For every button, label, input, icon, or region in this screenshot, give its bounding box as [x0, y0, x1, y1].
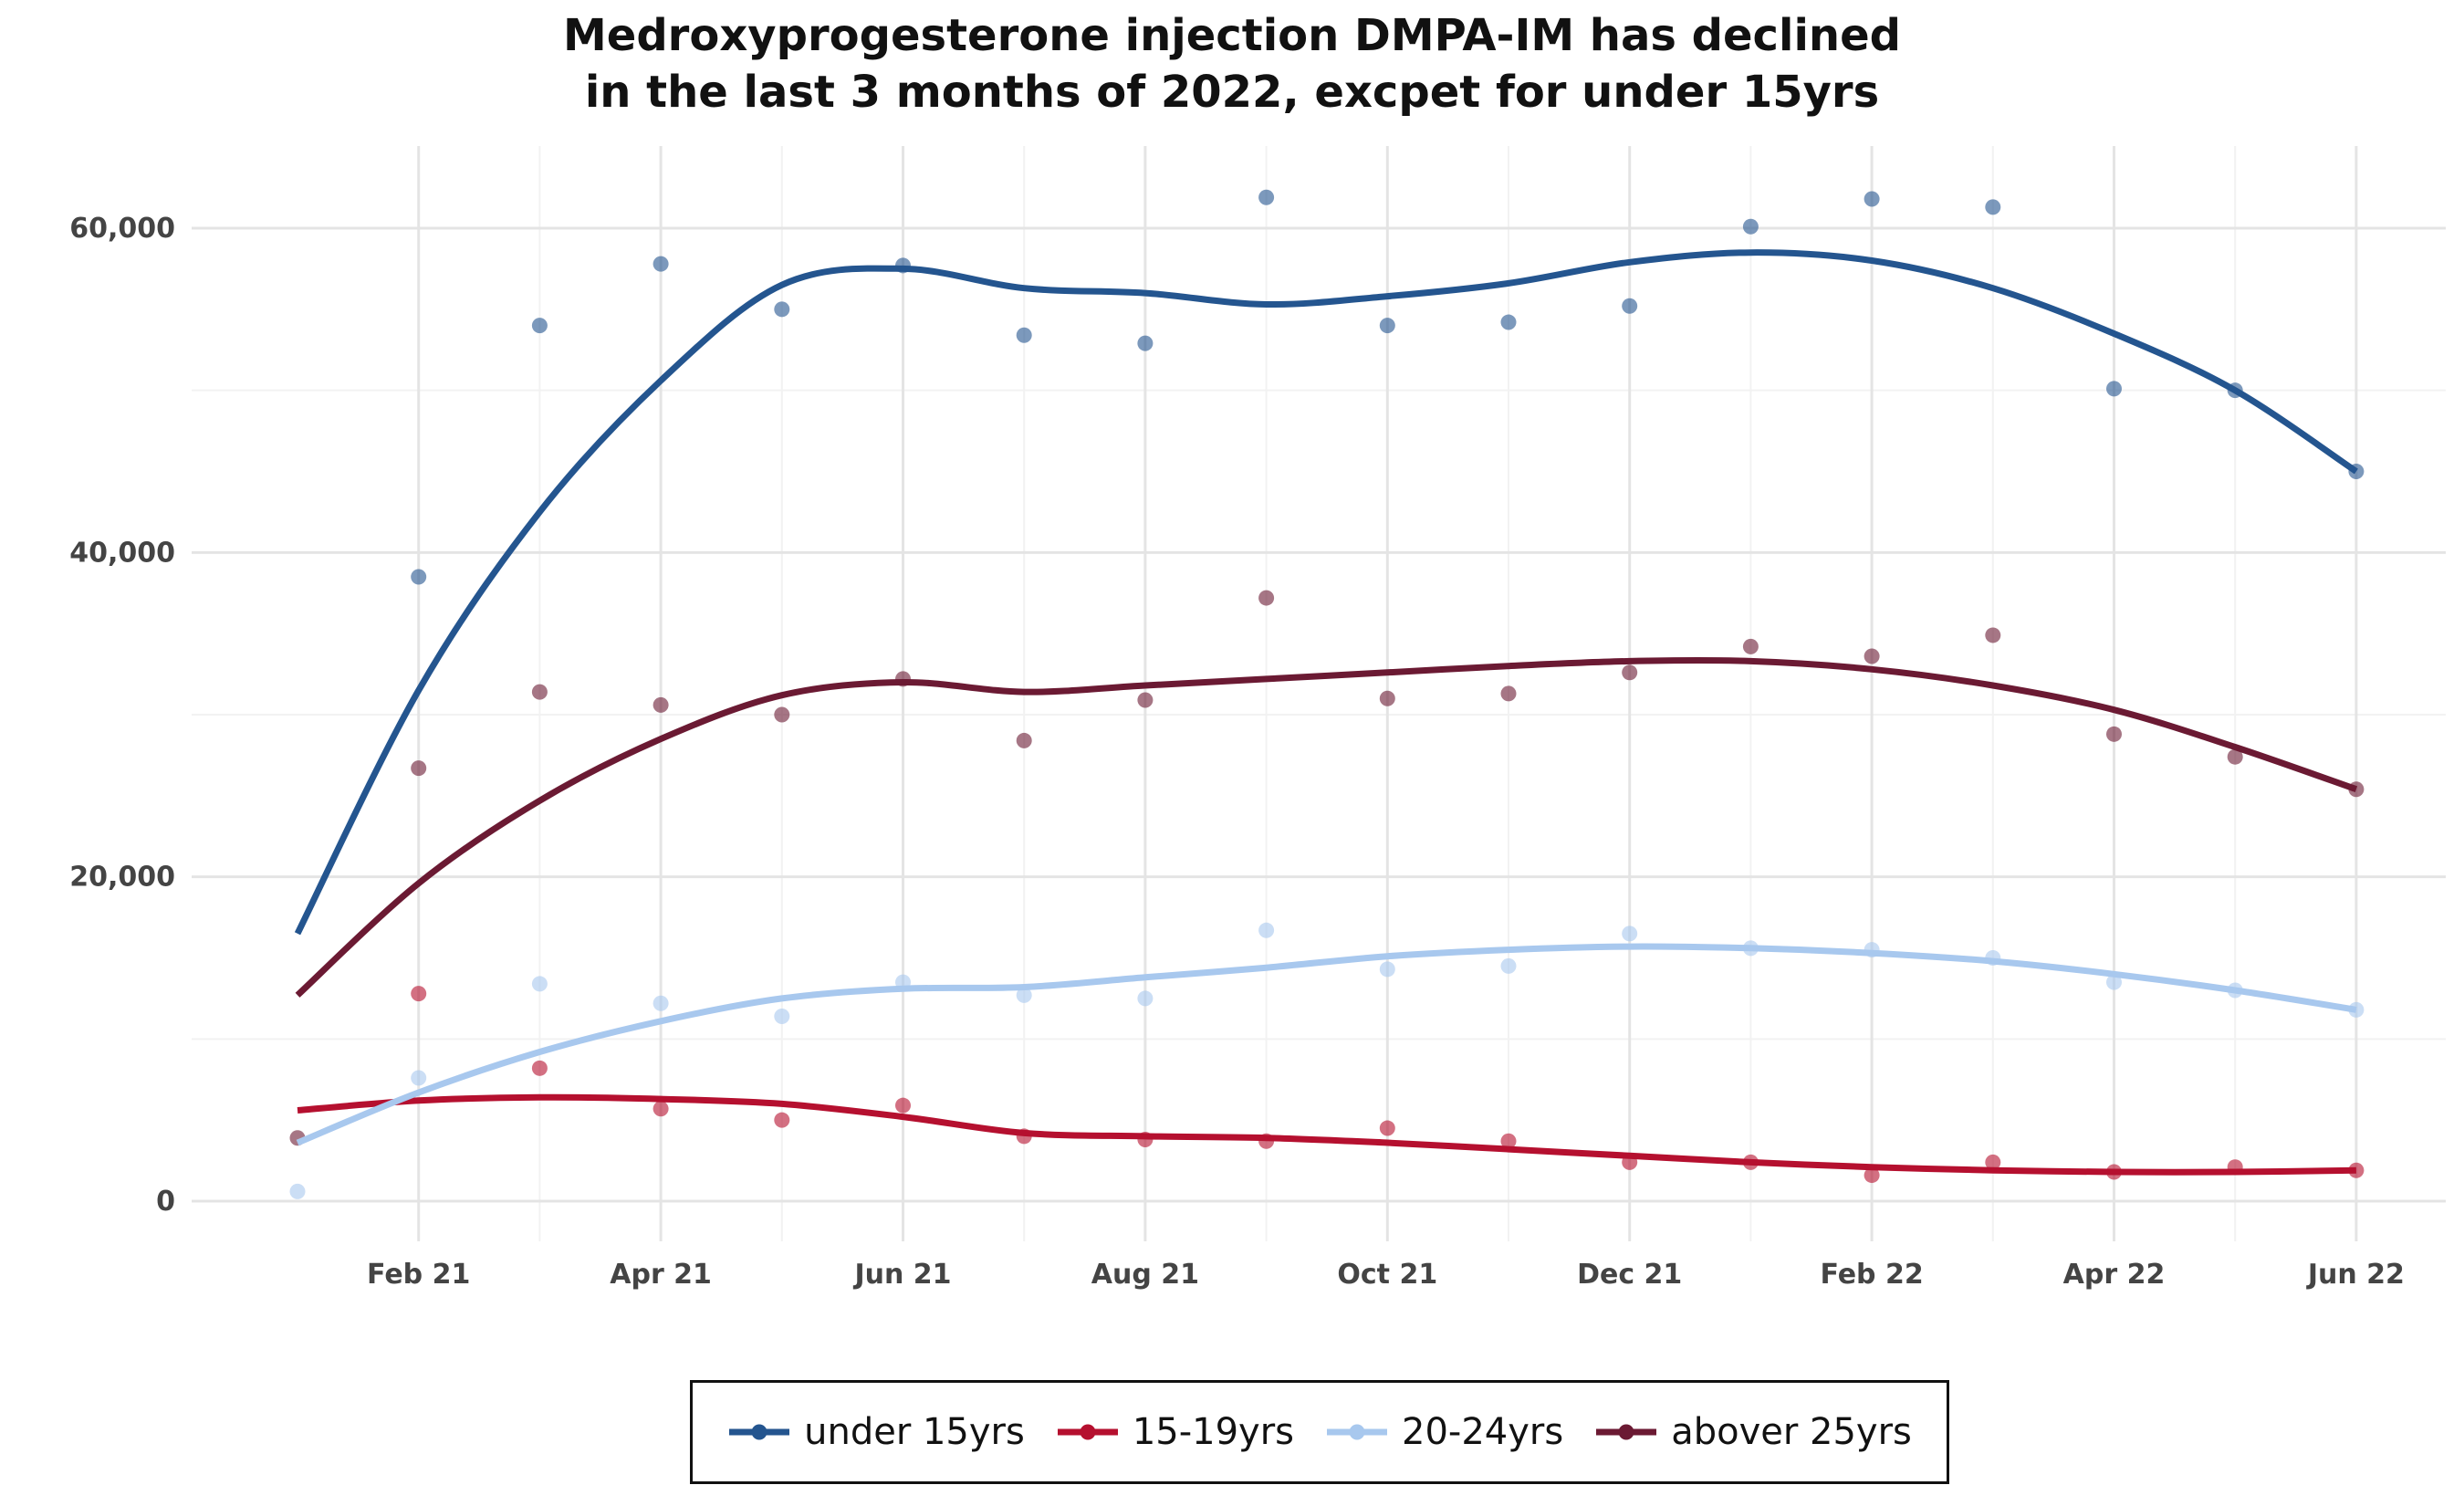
trend-lines [294, 249, 2358, 1176]
data-point-15-19yrs [531, 1060, 548, 1076]
data-point-abover-25yrs [1742, 638, 1759, 654]
x-tick-label: Apr 21 [610, 1259, 712, 1291]
data-point-under-15yrs [411, 569, 427, 585]
chart-title: Medroxyprogesterone injection DMPA-IM ha… [0, 7, 2464, 120]
data-point-20-24yrs [774, 1008, 790, 1024]
data-point-20-24yrs [1622, 926, 1638, 942]
data-point-20-24yrs [2106, 974, 2122, 990]
chart-title-line-1: Medroxyprogesterone injection DMPA-IM ha… [563, 10, 1901, 61]
grid-lines [192, 146, 2446, 1241]
data-point-under-15yrs [653, 256, 669, 272]
data-point-20-24yrs [653, 995, 669, 1011]
data-point-15-19yrs [1985, 1154, 2001, 1170]
legend-item-abover-25yrs: abover 25yrs [1594, 1411, 1912, 1453]
data-point-abover-25yrs [1864, 648, 1880, 664]
x-tick-label: Jun 21 [852, 1259, 951, 1291]
y-tick-label: 60,000 [69, 213, 175, 245]
data-point-15-19yrs [1379, 1120, 1395, 1136]
data-point-under-15yrs [774, 301, 790, 318]
data-point-under-15yrs [1137, 335, 1154, 351]
y-tick-label: 20,000 [69, 862, 175, 894]
data-point-abover-25yrs [1137, 692, 1154, 708]
data-point-under-15yrs [1016, 327, 1032, 343]
data-point-abover-25yrs [1500, 685, 1517, 702]
data-point-20-24yrs [1137, 990, 1154, 1007]
data-point-abover-25yrs [1985, 627, 2001, 643]
data-points [289, 189, 2365, 1199]
x-tick-label: Feb 21 [367, 1259, 470, 1291]
legend-label: 15-19yrs [1132, 1411, 1295, 1453]
legend: under 15yrs 15-19yrs 20-24yrs abover 25yrs [690, 1380, 1949, 1484]
x-tick-label: Feb 22 [1820, 1259, 1923, 1291]
data-point-15-19yrs [653, 1101, 669, 1117]
data-point-20-24yrs [1258, 922, 1275, 938]
y-tick-label: 0 [156, 1186, 175, 1218]
x-tick-label: Oct 21 [1337, 1259, 1437, 1291]
data-point-abover-25yrs [653, 696, 669, 713]
legend-item-20-24yrs: 20-24yrs [1325, 1411, 1563, 1453]
legend-label: under 15yrs [804, 1411, 1025, 1453]
data-point-abover-25yrs [1258, 590, 1275, 606]
legend-item-15-19yrs: 15-19yrs [1056, 1411, 1294, 1453]
data-point-abover-25yrs [531, 684, 548, 700]
data-point-15-19yrs [1864, 1167, 1880, 1184]
chart-title-line-2: in the last 3 months of 2022, excpet for… [584, 67, 1880, 118]
trend-line-15-19yrs [297, 1093, 2356, 1176]
data-point-20-24yrs [1016, 987, 1032, 1003]
data-point-abover-25yrs [774, 706, 790, 723]
x-tick-label: Apr 22 [2063, 1259, 2166, 1291]
data-point-under-15yrs [1379, 318, 1395, 334]
data-point-abover-25yrs [1622, 664, 1638, 681]
trend-line-under-15yrs [294, 249, 2358, 936]
data-point-abover-25yrs [1379, 690, 1395, 706]
chart-plot: 0 20,000 40,000 60,000 Feb 21 Apr 21 Jun 21 Au… [69, 146, 2446, 1291]
data-point-under-15yrs [1258, 189, 1275, 205]
data-point-abover-25yrs [411, 760, 427, 777]
data-point-15-19yrs [411, 986, 427, 1002]
y-tick-label: 40,000 [69, 537, 175, 569]
data-point-under-15yrs [531, 318, 548, 334]
data-point-15-19yrs [895, 1097, 911, 1114]
data-point-under-15yrs [2106, 381, 2122, 397]
data-point-under-15yrs [1985, 199, 2001, 215]
x-axis-ticks: Feb 21 Apr 21 Jun 21 Aug 21 Oct 21 Dec 21 Feb … [367, 1259, 2405, 1291]
x-tick-label: Jun 22 [2306, 1259, 2405, 1291]
trend-line-20-24yrs [296, 943, 2357, 1146]
data-point-15-19yrs [1500, 1133, 1517, 1149]
legend-item-under-15yrs: under 15yrs [727, 1411, 1025, 1453]
data-point-20-24yrs [1500, 957, 1517, 974]
data-point-under-15yrs [1622, 298, 1638, 314]
legend-label: abover 25yrs [1671, 1411, 1912, 1453]
legend-key-under-15yrs [729, 1424, 790, 1440]
data-point-abover-25yrs [2106, 726, 2122, 742]
legend-key-abover-25yrs [1596, 1424, 1657, 1440]
data-point-under-15yrs [1864, 191, 1880, 207]
data-point-20-24yrs [1379, 961, 1395, 978]
x-tick-label: Dec 21 [1577, 1259, 1682, 1291]
data-point-abover-25yrs [2227, 748, 2243, 765]
data-point-20-24yrs [411, 1070, 427, 1086]
data-point-20-24yrs [531, 976, 548, 992]
legend-key-15-19yrs [1057, 1424, 1118, 1440]
data-point-under-15yrs [1742, 218, 1759, 235]
legend-label: 20-24yrs [1402, 1411, 1564, 1453]
legend-key-20-24yrs [1327, 1424, 1388, 1440]
data-point-20-24yrs [289, 1183, 306, 1199]
x-tick-label: Aug 21 [1091, 1259, 1199, 1291]
trend-line-abover-25yrs [295, 656, 2358, 998]
y-axis-ticks: 0 20,000 40,000 60,000 [69, 213, 175, 1218]
data-point-abover-25yrs [1016, 732, 1032, 748]
data-point-under-15yrs [1500, 314, 1517, 330]
data-point-15-19yrs [774, 1112, 790, 1128]
